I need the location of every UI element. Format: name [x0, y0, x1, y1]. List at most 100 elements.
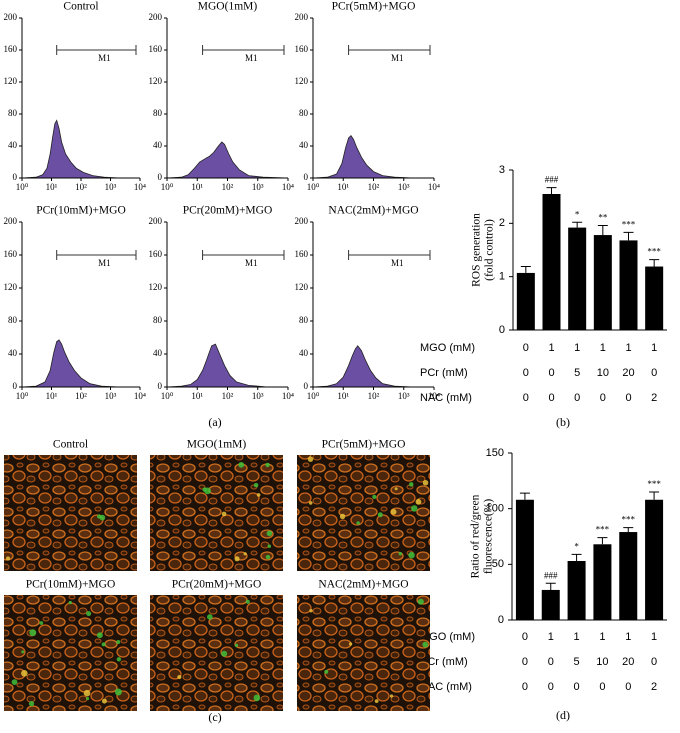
y-tick-label: 200 [4, 12, 18, 22]
row-value: 1 [651, 342, 657, 354]
x-tick-label: 10⁴ [282, 391, 294, 401]
row-value: 5 [574, 367, 580, 379]
y-tick-label: 80 [299, 108, 309, 118]
row-label: PCr (mM) [420, 656, 468, 668]
fluorescent-spot [221, 650, 228, 657]
fluorescent-spot [234, 556, 240, 562]
gate-marker [56, 250, 137, 260]
y-tick-label: 0 [158, 172, 163, 182]
y-tick-label: 120 [149, 282, 163, 292]
error-bar [649, 259, 660, 267]
area-fill [313, 135, 434, 178]
bar [541, 589, 560, 620]
row-label: NAC (mM) [420, 681, 472, 693]
y-tick-label: 40 [299, 348, 309, 358]
y-tick-label: 3 [499, 164, 505, 176]
y-tick-label: 40 [153, 348, 163, 358]
row-value: 1 [625, 342, 631, 354]
y-tick-label: 80 [8, 108, 18, 118]
chart-title: PCr(5mM)+MGO [332, 1, 416, 13]
x-tick-label: 10⁴ [134, 182, 146, 192]
gate-marker [348, 250, 431, 260]
error-bar [571, 553, 582, 561]
fluorescent-spot [253, 694, 261, 702]
fluorescent-spot [372, 494, 377, 500]
bar [542, 194, 561, 330]
fluorescent-spot [398, 552, 403, 556]
row-label: PCr (mM) [420, 367, 468, 379]
significance-label: *** [622, 515, 636, 525]
fluorescent-spot [308, 501, 313, 505]
y-axis-label: (fold control) [484, 219, 496, 281]
row-value: 5 [574, 656, 580, 668]
y-tick-label: 0 [13, 381, 18, 391]
x-tick-label: 10⁴ [282, 182, 294, 192]
x-tick-label: 10³ [398, 391, 410, 401]
chart-title: PCr(10mM)+MGO [36, 205, 126, 217]
row-value: 2 [651, 392, 657, 404]
micrograph [150, 595, 283, 711]
significance-label: ** [598, 213, 608, 223]
micrograph-title: NAC(2mM)+MGO [318, 579, 408, 591]
bar [593, 544, 612, 620]
y-axis-label: ROS generation [471, 213, 483, 287]
row-value: 0 [523, 367, 529, 379]
y-tick-label: 160 [4, 249, 18, 259]
error-bar [597, 224, 608, 236]
area-fill [167, 142, 288, 178]
y-tick-label: 120 [4, 282, 18, 292]
row-label: NAC (mM) [420, 392, 472, 404]
micrograph-title: PCr(10mM)+MGO [26, 579, 116, 591]
fluorescent-spot [324, 669, 329, 674]
chart-title: MGO(1mM) [198, 1, 258, 13]
x-tick-label: 10² [222, 182, 234, 192]
significance-label: *** [647, 247, 661, 257]
bar [645, 266, 664, 330]
row-value: 1 [625, 631, 631, 643]
x-tick-label: 10³ [252, 391, 264, 401]
micrograph-title: Control [53, 439, 88, 451]
x-tick-label: 10³ [105, 391, 117, 401]
fluorescent-spot [390, 508, 397, 515]
fluorescent-spot [389, 694, 394, 698]
row-value: 0 [522, 656, 528, 668]
fluorescent-spot [221, 511, 227, 517]
fluorescent-spot [101, 698, 107, 704]
error-bar [623, 527, 634, 533]
x-tick-label: 10⁰ [307, 391, 320, 401]
fluorescent-spot [377, 512, 383, 518]
significance-label: ### [545, 175, 559, 185]
fluorescent-spot [96, 632, 103, 639]
error-bar [520, 266, 531, 273]
y-tick-label: 40 [299, 140, 309, 150]
y-tick-label: 2 [499, 217, 505, 229]
fluorescent-spot [177, 674, 182, 680]
y-tick-label: 40 [153, 140, 163, 150]
fluorescent-spot [116, 657, 122, 662]
fluorescent-spot [202, 487, 207, 492]
gate-marker [56, 45, 137, 55]
row-value: 0 [522, 631, 528, 643]
row-value: 0 [548, 392, 554, 404]
y-tick-label: 200 [149, 216, 163, 226]
fluorescent-spot [68, 600, 72, 605]
fluorescent-spot [394, 487, 398, 491]
error-bar [572, 221, 583, 228]
y-tick-label: 200 [149, 12, 163, 22]
row-value: 2 [651, 681, 657, 693]
y-tick-label: 0 [498, 614, 504, 626]
x-tick-label: 10³ [398, 182, 410, 192]
x-tick-label: 10¹ [46, 182, 58, 192]
area-fill [313, 345, 434, 387]
bar [568, 227, 587, 330]
bar [593, 235, 612, 330]
row-value: 1 [548, 342, 554, 354]
fluorescent-spot [101, 642, 106, 647]
fluorescent-spot [86, 697, 90, 701]
fluorescent-spot [307, 456, 314, 462]
error-bar [623, 231, 634, 241]
panel-label: (d) [556, 708, 570, 722]
error-bar [545, 582, 556, 590]
micrograph [297, 595, 430, 711]
row-value: 0 [548, 681, 554, 693]
